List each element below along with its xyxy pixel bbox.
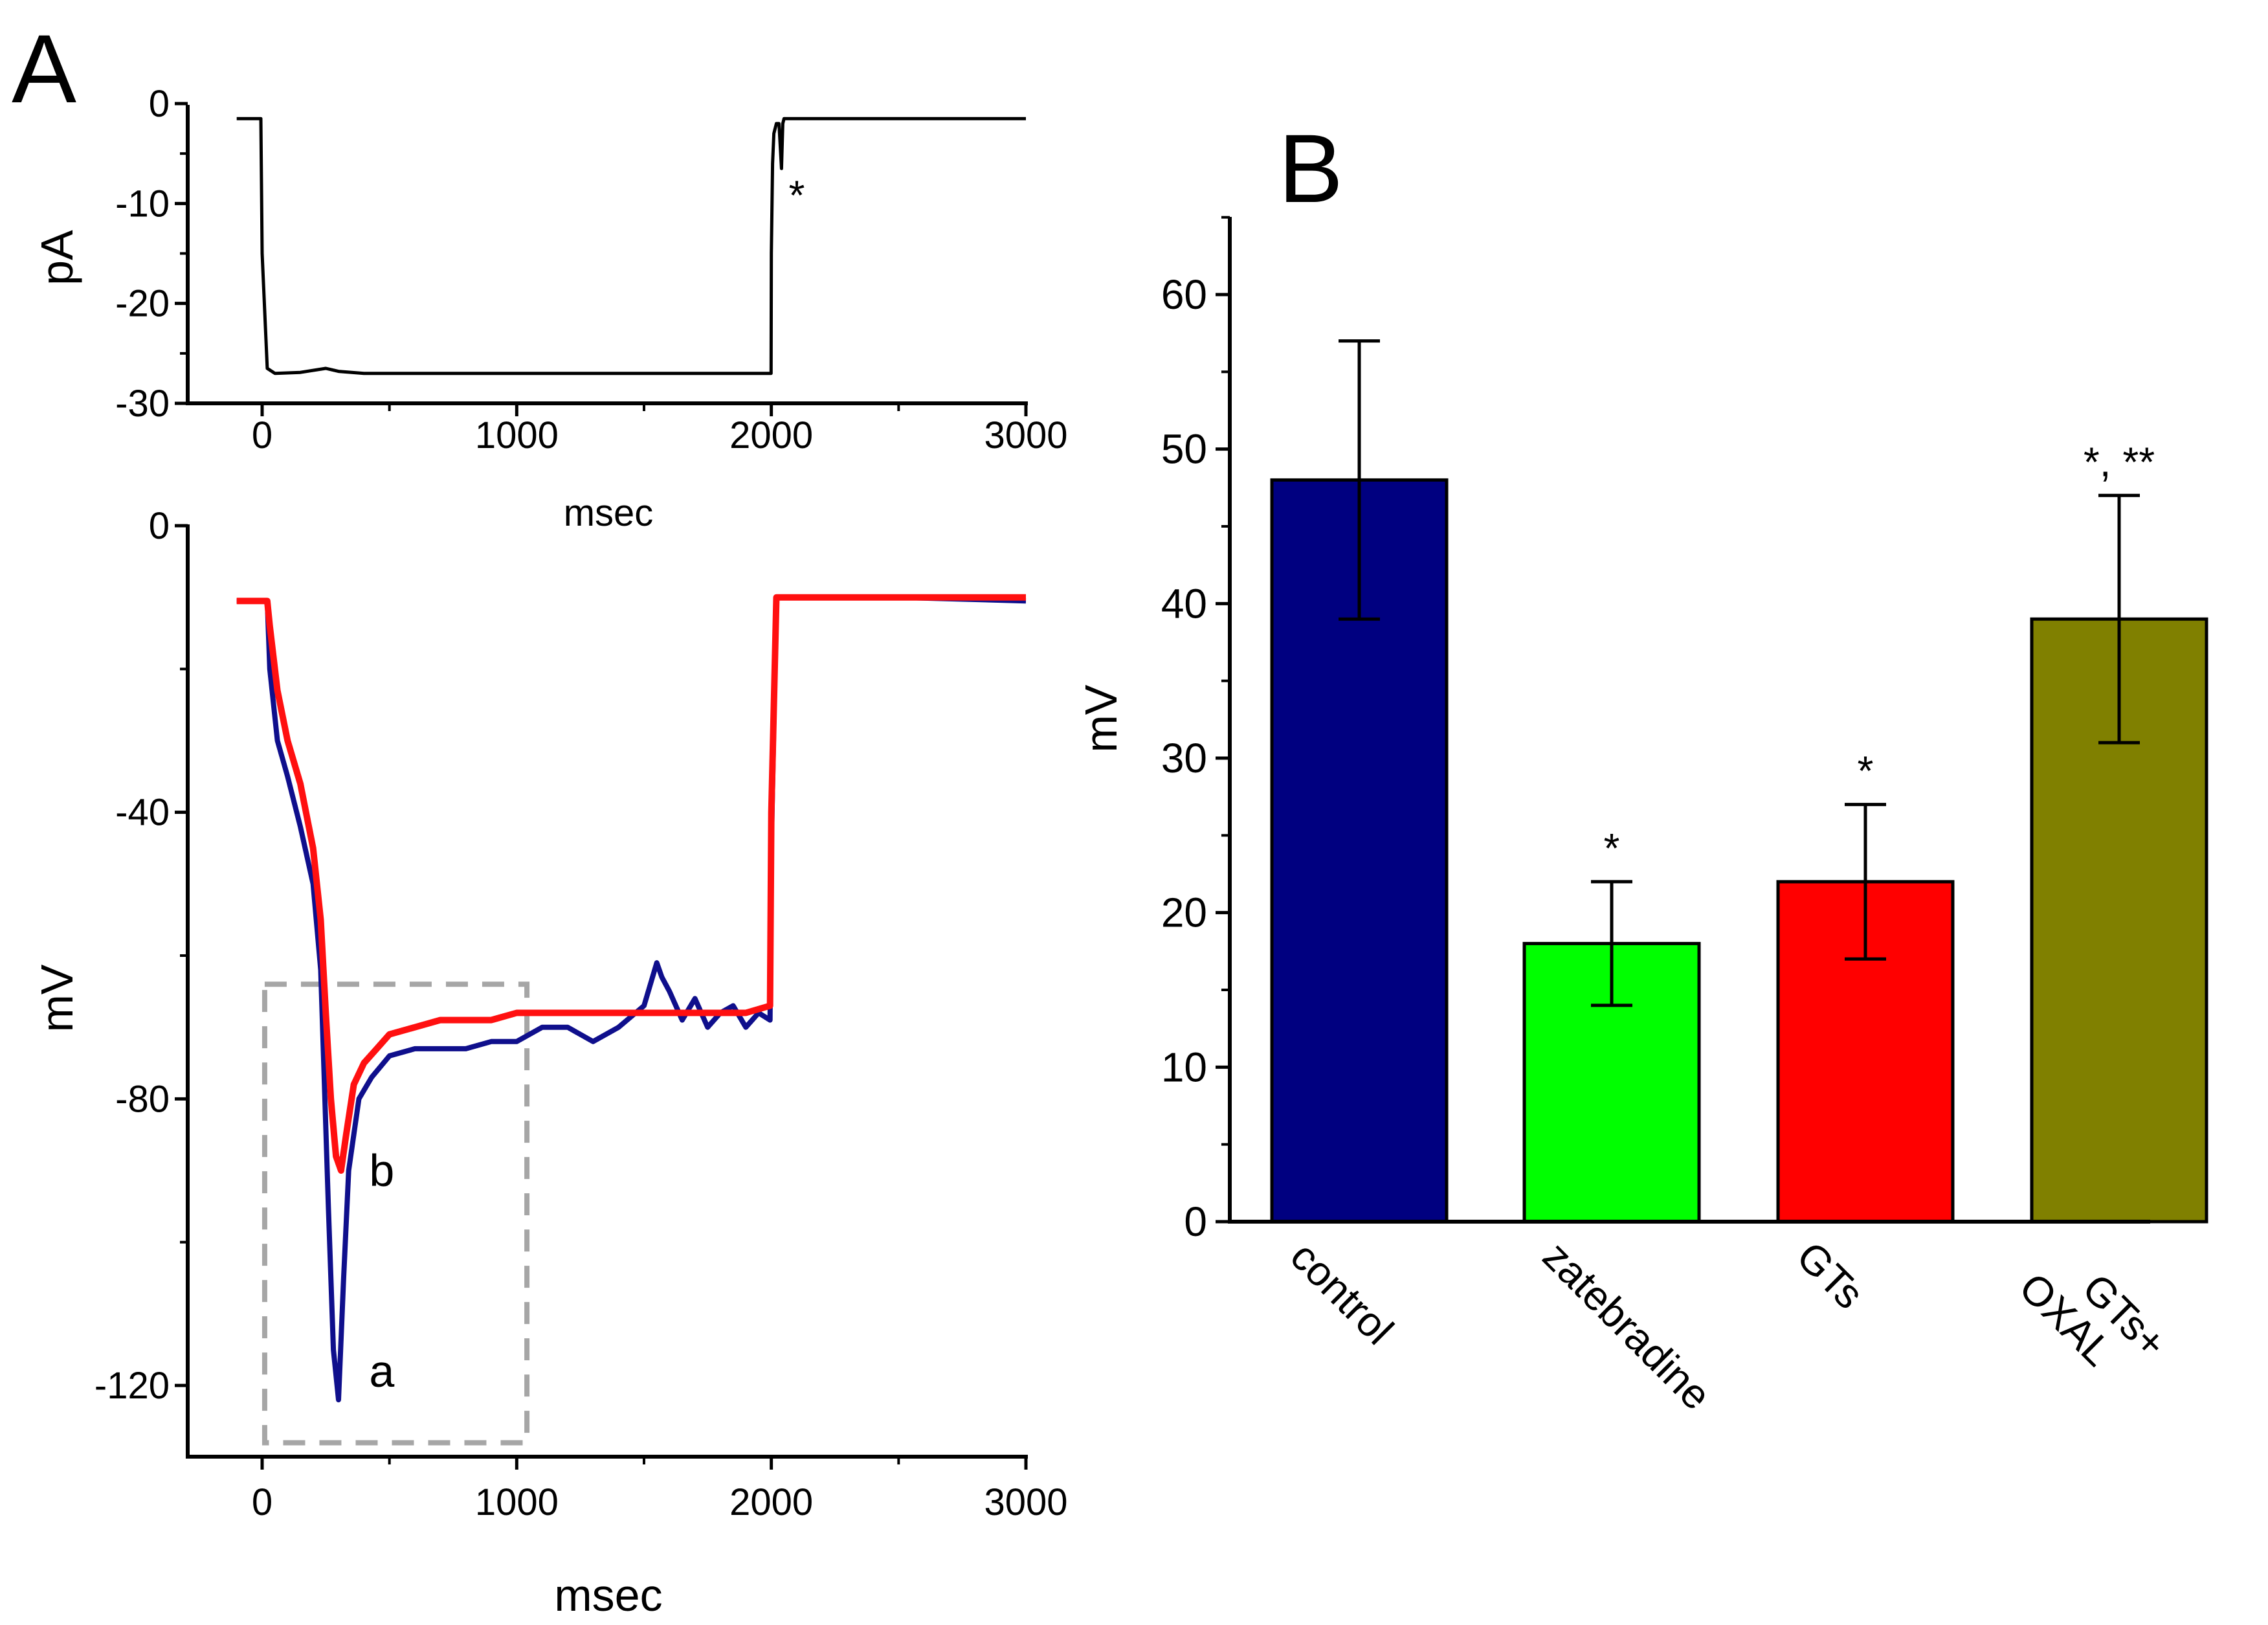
current-y-axis-title: pA <box>32 230 82 286</box>
current-x-axis-title: msec <box>564 492 654 534</box>
significance-marker: * <box>1604 825 1620 871</box>
voltage-y-ticks: 0 -40 -80 -120 <box>94 505 188 1407</box>
bar-category-label: control <box>1282 1233 1403 1354</box>
current-trace-line <box>236 117 1026 375</box>
panel-a-label: A <box>12 14 76 123</box>
panel-b-label: B <box>1278 114 1343 223</box>
voltage-x-tick-label: 3000 <box>984 1481 1067 1523</box>
current-y-tick-label: -30 <box>115 383 170 425</box>
bar-category-label: GTs+OXAL <box>2010 1233 2175 1398</box>
current-x-tick-label: 3000 <box>984 414 1067 456</box>
voltage-y-axis-title: mV <box>32 964 82 1032</box>
bar-y-tick-label: 50 <box>1161 426 1207 473</box>
voltage-y-tick-label: -80 <box>115 1078 170 1120</box>
voltage-x-tick-label: 0 <box>252 1481 272 1523</box>
current-x-tick-label: 0 <box>252 414 272 456</box>
voltage-x-ticks: 0 1000 2000 3000 <box>252 1457 1068 1523</box>
voltage-y-tick-label: -40 <box>115 792 170 834</box>
trace-label-b: b <box>369 1145 394 1196</box>
bar-y-axis-title: mV <box>1076 684 1126 752</box>
current-y-ticks: 0 -10 -20 -30 <box>115 83 188 425</box>
bar-0 <box>1270 478 1449 1224</box>
bar-y-tick-label: 10 <box>1161 1044 1207 1090</box>
current-y-tick-label: -10 <box>115 183 170 225</box>
bar-category-label: zatebradine <box>1534 1233 1720 1418</box>
current-x-ticks: 0 1000 2000 3000 <box>252 403 1068 456</box>
current-y-tick-label: -20 <box>115 283 170 325</box>
bar-y-tick-label: 30 <box>1161 735 1207 781</box>
bar-y-tick-label: 40 <box>1161 580 1207 627</box>
voltage-y-tick-label: 0 <box>149 505 170 547</box>
bar-category-labels: control zatebradine GTs GTs+OXAL <box>1282 1233 2175 1418</box>
voltage-x-tick-label: 2000 <box>729 1481 813 1523</box>
trace-label-a: a <box>369 1346 394 1396</box>
significance-marker: * <box>1858 748 1874 794</box>
current-y-tick-label: 0 <box>149 83 170 125</box>
bar-y-tick-label: 20 <box>1161 890 1207 936</box>
voltage-x-axis-title: msec <box>554 1570 662 1620</box>
voltage-trace-a <box>236 594 1027 1403</box>
bar-y-tick-label: 60 <box>1161 271 1207 318</box>
voltage-y-tick-label: -120 <box>94 1365 170 1407</box>
current-x-tick-label: 2000 <box>729 414 813 456</box>
current-annotation-star: * <box>789 172 805 218</box>
bar-category-label: GTs <box>1788 1233 1873 1317</box>
voltage-x-tick-label: 1000 <box>475 1481 559 1523</box>
bar-y-tick-label: 0 <box>1184 1198 1207 1245</box>
current-x-tick-label: 1000 <box>475 414 559 456</box>
significance-marker: *, ** <box>2084 438 2155 485</box>
bar-y-ticks: 0 10 20 30 40 50 60 <box>1161 216 1230 1245</box>
bars: * * *, ** <box>1270 339 2208 1224</box>
voltage-trace-chart: 0 -40 -80 -120 0 1000 2000 3000 b a mV msec <box>32 505 1068 1620</box>
highlight-dashed-box <box>261 981 530 1446</box>
voltage-trace-b <box>236 594 1026 1174</box>
bar-chart: * * *, ** 0 10 20 30 40 50 60 control zatebradine… <box>1076 216 2208 1418</box>
current-trace-chart: 0 -10 -20 -30 0 1000 2000 3000 * pA msec <box>32 83 1068 534</box>
